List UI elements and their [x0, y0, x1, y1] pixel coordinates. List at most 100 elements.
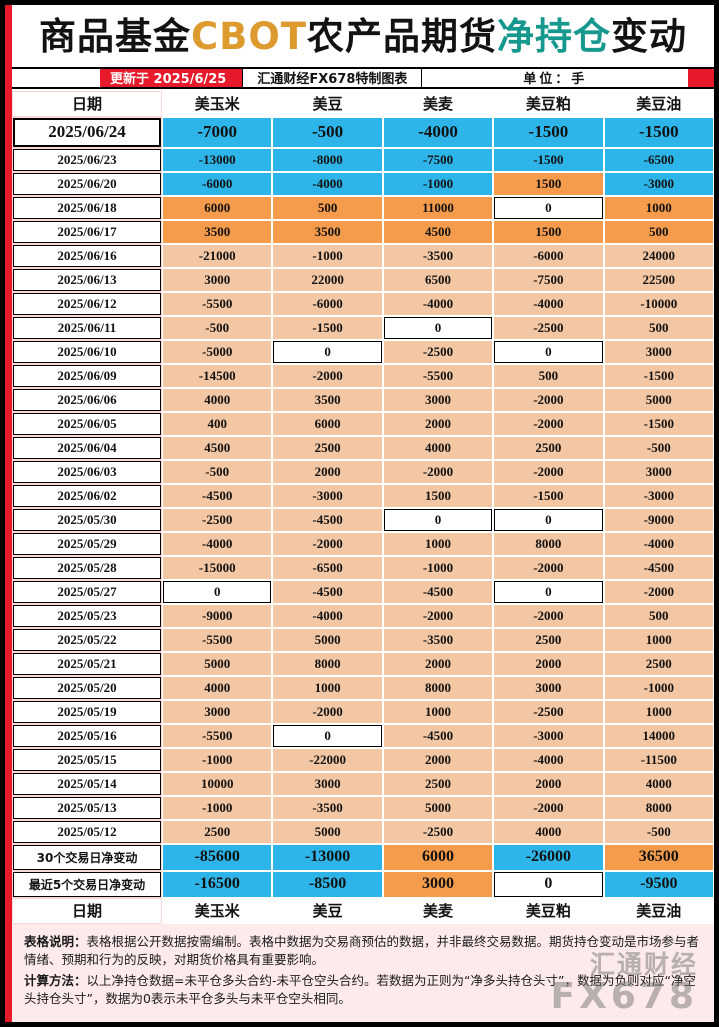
value-cell-wheat: -1000	[383, 172, 493, 196]
value-cell-soybean-oil: -3000	[604, 172, 714, 196]
value-cell-soybean-meal: 2000	[493, 772, 603, 796]
info-bar-spacer	[12, 68, 100, 87]
summary-value-30d-wheat: 6000	[383, 844, 493, 871]
value-cell-soybean-oil: -1500	[604, 412, 714, 436]
column-header-date-bottom: 日期	[12, 898, 162, 924]
value-cell-soybean-oil: 5000	[604, 388, 714, 412]
value-cell-wheat: 1000	[383, 532, 493, 556]
value-cell-soybean-meal: -3000	[493, 724, 603, 748]
date-cell: 2025/05/27	[12, 580, 162, 604]
value-cell-soybeans: 1000	[272, 676, 382, 700]
value-cell-soybeans: 5000	[272, 628, 382, 652]
date-cell: 2025/06/03	[12, 460, 162, 484]
value-cell-corn: 3000	[162, 268, 272, 292]
summary-value-5d-corn: -16500	[162, 871, 272, 898]
column-header-wheat-top: 美麦	[383, 91, 493, 117]
value-cell-soybeans: -3500	[272, 796, 382, 820]
value-cell-soybean-oil: 500	[604, 316, 714, 340]
value-cell-soybean-oil: -10000	[604, 292, 714, 316]
value-cell-corn: 4000	[162, 676, 272, 700]
value-cell-wheat: 3000	[383, 388, 493, 412]
value-cell-soybeans: -4500	[272, 580, 382, 604]
value-cell-corn: 3000	[162, 700, 272, 724]
value-cell-wheat: -2000	[383, 604, 493, 628]
column-header-soybean-oil-top: 美豆油	[604, 91, 714, 117]
value-cell-soybean-meal: -7500	[493, 268, 603, 292]
value-cell-soybeans: -3000	[272, 484, 382, 508]
value-cell-wheat: -4500	[383, 580, 493, 604]
value-cell-corn: 6000	[162, 196, 272, 220]
date-cell: 2025/05/13	[12, 796, 162, 820]
date-cell: 2025/06/09	[12, 364, 162, 388]
value-cell-corn: -1000	[162, 748, 272, 772]
value-cell-corn: -15000	[162, 556, 272, 580]
value-cell-corn: 4500	[162, 436, 272, 460]
value-cell-soybean-oil: -1000	[604, 676, 714, 700]
value-cell-corn: -500	[162, 460, 272, 484]
value-cell-soybean-oil: 3000	[604, 460, 714, 484]
value-cell-soybean-meal: 1500	[493, 220, 603, 244]
value-cell-corn: -21000	[162, 244, 272, 268]
value-cell-soybean-meal: -2000	[493, 460, 603, 484]
value-cell-soybean-oil: 24000	[604, 244, 714, 268]
value-cell-corn: 4000	[162, 388, 272, 412]
summary-value-30d-soybeans: -13000	[272, 844, 382, 871]
value-cell-wheat: -3500	[383, 628, 493, 652]
value-cell-soybean-meal: 0	[493, 196, 603, 220]
page-title: 商品基金CBOT农产品期货净持仓变动	[12, 5, 714, 67]
value-cell-soybean-oil: 14000	[604, 724, 714, 748]
value-cell-soybeans: -500	[272, 117, 382, 148]
value-cell-soybeans: 8000	[272, 652, 382, 676]
value-cell-soybean-oil: 1000	[604, 196, 714, 220]
value-cell-soybean-oil: 3000	[604, 340, 714, 364]
value-cell-soybean-oil: -4500	[604, 556, 714, 580]
value-cell-soybean-meal: 2500	[493, 436, 603, 460]
value-cell-soybeans: -6000	[272, 292, 382, 316]
column-header-soybeans-bottom: 美豆	[272, 898, 382, 924]
value-cell-wheat: 2000	[383, 652, 493, 676]
value-cell-soybean-meal: -2000	[493, 604, 603, 628]
value-cell-soybean-oil: 4000	[604, 772, 714, 796]
date-cell: 2025/05/30	[12, 508, 162, 532]
date-cell: 2025/06/23	[12, 148, 162, 172]
summary-value-5d-soybeans: -8500	[272, 871, 382, 898]
value-cell-soybean-meal: 4000	[493, 820, 603, 844]
value-cell-wheat: 11000	[383, 196, 493, 220]
value-cell-soybeans: 3500	[272, 220, 382, 244]
value-cell-soybean-meal: 0	[493, 340, 603, 364]
value-cell-soybeans: -4000	[272, 172, 382, 196]
value-cell-corn: 0	[162, 580, 272, 604]
value-cell-wheat: 2500	[383, 772, 493, 796]
date-cell: 2025/06/16	[12, 244, 162, 268]
date-cell: 2025/05/21	[12, 652, 162, 676]
value-cell-soybeans: 22000	[272, 268, 382, 292]
value-cell-wheat: 6500	[383, 268, 493, 292]
column-header-soybean-oil-bottom: 美豆油	[604, 898, 714, 924]
column-header-date-top: 日期	[12, 91, 162, 117]
date-cell: 2025/06/20	[12, 172, 162, 196]
date-cell: 2025/06/24	[12, 117, 162, 148]
value-cell-soybean-meal: 1500	[493, 172, 603, 196]
value-cell-wheat: -2000	[383, 460, 493, 484]
value-cell-soybeans: 0	[272, 724, 382, 748]
value-cell-soybean-meal: 0	[493, 580, 603, 604]
value-cell-soybean-meal: -1500	[493, 117, 603, 148]
value-cell-soybeans: -6500	[272, 556, 382, 580]
value-cell-soybeans: 3000	[272, 772, 382, 796]
value-cell-wheat: 8000	[383, 676, 493, 700]
date-cell: 2025/06/10	[12, 340, 162, 364]
title-segment: 净持仓	[497, 15, 612, 58]
value-cell-soybean-oil: 500	[604, 604, 714, 628]
date-cell: 2025/06/13	[12, 268, 162, 292]
value-cell-soybean-meal: -2000	[493, 388, 603, 412]
value-cell-soybean-meal: -4000	[493, 292, 603, 316]
value-cell-soybeans: 6000	[272, 412, 382, 436]
value-cell-soybean-meal: -2500	[493, 316, 603, 340]
value-cell-corn: -2500	[162, 508, 272, 532]
summary-value-5d-wheat: 3000	[383, 871, 493, 898]
value-cell-soybean-oil: -9000	[604, 508, 714, 532]
value-cell-soybeans: 2000	[272, 460, 382, 484]
title-segment: CBOT	[190, 15, 308, 58]
column-header-soybean-meal-bottom: 美豆粕	[493, 898, 603, 924]
date-cell: 2025/05/12	[12, 820, 162, 844]
